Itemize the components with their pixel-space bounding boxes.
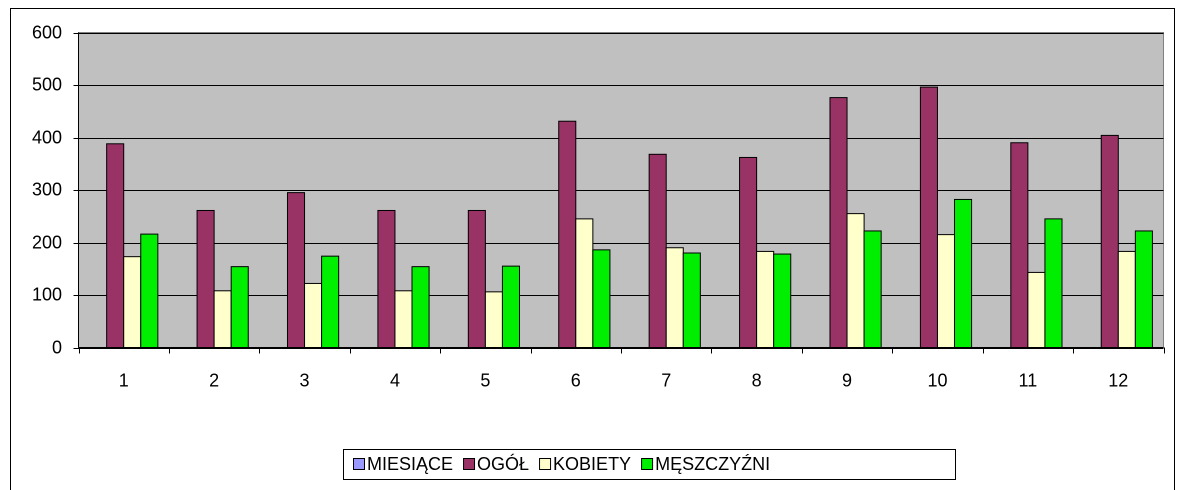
y-tick-label: 500 [32, 74, 62, 94]
y-tick-label: 100 [32, 284, 62, 304]
y-tick-label: 600 [32, 22, 62, 42]
x-tick-label: 5 [480, 370, 490, 390]
bar [196, 209, 215, 348]
x-tick-label: 8 [752, 370, 762, 390]
bar [829, 97, 848, 348]
bar [304, 282, 323, 349]
y-tick-label: 300 [32, 179, 62, 199]
bar [1027, 271, 1046, 348]
legend-label: MĘSZCZYŹNI [655, 454, 770, 474]
bar [1010, 142, 1029, 348]
bar [739, 156, 758, 348]
bar [954, 198, 973, 348]
x-tick-label: 1 [119, 370, 129, 390]
bar [919, 86, 938, 348]
bar [213, 290, 232, 348]
bar [592, 249, 611, 349]
legend-swatch [353, 458, 365, 470]
bar [467, 209, 486, 348]
x-tick-label: 6 [571, 370, 581, 390]
bar [411, 266, 430, 348]
bar [1100, 134, 1119, 348]
bar [123, 256, 142, 348]
bar [230, 266, 249, 348]
bar [286, 192, 306, 348]
x-tick-label: 2 [209, 370, 219, 390]
bar [648, 153, 667, 348]
legend-label: OGÓŁ [477, 453, 529, 474]
bar [140, 233, 159, 349]
x-tick-label: 10 [927, 370, 947, 390]
bar [756, 250, 775, 348]
legend-label: MIESIĄCE [367, 454, 453, 474]
bar [682, 252, 701, 348]
y-tick-label: 200 [32, 232, 62, 252]
legend-swatch [641, 458, 654, 470]
bar [558, 120, 577, 348]
legend-swatch [463, 458, 476, 470]
bar [665, 247, 684, 348]
bar [501, 265, 520, 348]
x-tick-label: 9 [842, 370, 852, 390]
x-tick-label: 3 [300, 370, 310, 390]
bar [846, 213, 865, 348]
legend-swatch [539, 458, 552, 470]
x-tick-label: 12 [1108, 370, 1128, 390]
x-tick-label: 4 [390, 370, 400, 390]
bar [863, 230, 882, 348]
bar [936, 234, 956, 348]
bar [394, 290, 413, 348]
legend-label: KOBIETY [553, 454, 631, 474]
bar [484, 291, 503, 349]
bar [773, 253, 792, 348]
bar [1134, 230, 1153, 348]
bar [321, 255, 340, 348]
bar [1117, 250, 1136, 348]
bar [575, 218, 594, 348]
bar [377, 209, 396, 348]
bar [1044, 218, 1063, 348]
y-tick-label: 0 [52, 337, 62, 357]
y-tick-label: 400 [32, 127, 62, 147]
bar [106, 143, 125, 348]
x-tick-label: 7 [661, 370, 671, 390]
x-tick-label: 11 [1019, 370, 1038, 390]
